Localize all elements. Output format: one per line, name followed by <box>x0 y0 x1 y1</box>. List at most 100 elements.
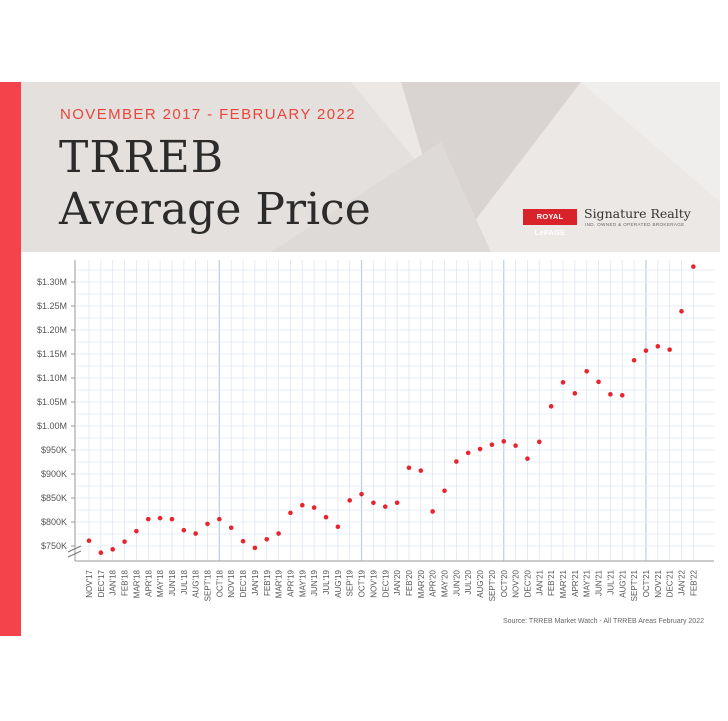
x-tick-label: FEB'20 <box>405 569 414 596</box>
source-note: Source: TRREB Market Watch - All TRREB A… <box>502 618 704 625</box>
x-tick-label: JUL'21 <box>606 569 615 594</box>
data-point <box>489 442 495 448</box>
header-background-shapes <box>271 82 720 252</box>
data-point <box>228 525 234 531</box>
x-tick-label: JAN'22 <box>678 569 687 595</box>
brokerage-tagline: IND. OWNED & OPERATED BROKERAGE <box>585 222 685 227</box>
data-point <box>513 443 518 448</box>
y-tick-label: $1.10M <box>37 373 67 383</box>
data-point <box>679 308 684 314</box>
x-tick-label: MAR'18 <box>132 569 141 598</box>
data-point <box>122 539 127 544</box>
x-tick-label: AUG'20 <box>476 569 485 597</box>
data-point <box>181 527 187 533</box>
data-point <box>394 500 400 506</box>
data-point <box>691 264 696 269</box>
x-tick-label: DEC'19 <box>381 569 390 597</box>
data-point <box>264 536 270 542</box>
x-tick-label: JUN'18 <box>168 569 177 596</box>
x-tick-label: JAN'18 <box>109 569 118 595</box>
data-point <box>169 516 175 522</box>
data-point <box>537 439 542 445</box>
data-point <box>240 538 246 544</box>
data-point <box>86 538 92 544</box>
data-point <box>454 459 459 464</box>
data-point <box>643 348 649 353</box>
x-tick-label: FEB'22 <box>689 569 698 596</box>
x-tick-label: MAY'20 <box>441 569 450 597</box>
data-point <box>465 450 471 456</box>
chart-card: NOVEMBER 2017 - FEBRUARY 2022 TRREB Aver… <box>0 82 722 638</box>
royal-lepage-logo: ROYAL LePAGE <box>523 209 577 237</box>
data-point <box>288 510 293 516</box>
data-point <box>323 514 329 520</box>
data-point <box>98 550 104 556</box>
x-tick-label: APR'20 <box>429 569 438 596</box>
accent-bar <box>0 82 21 636</box>
data-point <box>252 545 258 551</box>
data-point <box>631 357 637 363</box>
data-point <box>217 516 222 522</box>
data-point <box>619 392 625 398</box>
x-tick-label: MAR'19 <box>275 569 284 598</box>
data-point <box>157 515 163 521</box>
header-banner: NOVEMBER 2017 - FEBRUARY 2022 TRREB Aver… <box>21 82 720 252</box>
x-tick-label: JAN'20 <box>393 569 402 595</box>
data-point <box>667 347 672 352</box>
x-tick-label: MAY'19 <box>298 569 307 597</box>
x-tick-label: JUN'21 <box>595 569 604 596</box>
data-point <box>193 531 198 536</box>
x-tick-label: NOV'19 <box>369 569 378 597</box>
x-tick-label: FEB'21 <box>547 569 556 596</box>
x-tick-label: APR'19 <box>286 569 295 596</box>
axis-break-marker <box>67 545 82 558</box>
data-point <box>371 500 376 506</box>
y-tick-label: $900K <box>41 469 67 479</box>
data-point <box>442 488 447 494</box>
y-tick-label: $850K <box>41 493 67 503</box>
x-tick-label: NOV'18 <box>227 569 236 597</box>
y-tick-label: $1.20M <box>37 325 67 335</box>
y-tick-label: $1.05M <box>37 397 67 407</box>
y-tick-label: $1.00M <box>37 421 67 431</box>
x-tick-label: SEP'19 <box>346 569 355 596</box>
x-tick-label: AUG'19 <box>334 569 343 597</box>
x-tick-label: FEB'19 <box>263 569 272 596</box>
x-tick-label: FEB'18 <box>121 569 130 596</box>
data-point <box>347 498 353 503</box>
data-point <box>572 391 578 396</box>
x-tick-label: OCT'19 <box>358 569 367 597</box>
data-point <box>501 439 507 444</box>
x-tick-label: DEC'18 <box>239 569 248 597</box>
data-point <box>300 502 305 508</box>
x-tick-label: JUN'20 <box>452 569 461 596</box>
y-tick-label: $1.15M <box>37 349 67 359</box>
x-tick-label: MAY'18 <box>156 569 165 597</box>
price-chart: $750K $800K $850K $900K $950K $1.00M $1.05M $1.… <box>37 260 714 601</box>
data-point <box>418 468 424 473</box>
data-point <box>134 528 139 534</box>
x-tick-label: JUN'19 <box>310 569 319 596</box>
x-tick-label: JUL'18 <box>180 569 189 594</box>
x-tick-label: DEC'17 <box>97 569 106 597</box>
data-point <box>548 404 554 409</box>
brokerage-name: Signature Realty <box>584 206 691 221</box>
x-tick-label: OCT'20 <box>500 569 509 597</box>
data-point <box>145 516 151 522</box>
x-tick-label: JAN'21 <box>535 569 544 595</box>
data-point <box>335 524 341 530</box>
y-tick-label: $1.30M <box>37 277 67 287</box>
data-point <box>596 379 601 385</box>
y-tick-label: $800K <box>41 517 67 527</box>
page-title: TRREB <box>59 132 225 183</box>
data-point <box>525 456 530 461</box>
data-point <box>477 446 483 452</box>
page-subtitle: Average Price <box>59 184 371 235</box>
y-tick-label: $750K <box>41 541 67 551</box>
x-tick-label: NOV'21 <box>654 569 663 597</box>
data-point <box>655 344 661 349</box>
x-tick-label: SEPT'20 <box>488 569 497 601</box>
y-tick-label: $1.25M <box>37 301 67 311</box>
x-tick-label: MAY'21 <box>583 569 592 597</box>
data-point <box>311 505 317 510</box>
